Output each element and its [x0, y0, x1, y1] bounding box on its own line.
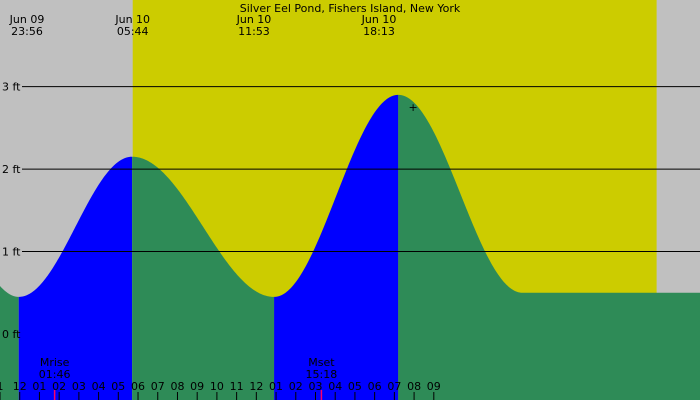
y-tick-label: 1 ft [2, 246, 21, 259]
x-tick-label: 09 [427, 380, 441, 393]
x-tick-label: 11 [230, 380, 244, 393]
y-tick-label: 0 ft [2, 328, 21, 341]
tide-area-rising [18, 156, 133, 400]
moon-event-label: Mrise [40, 356, 70, 369]
x-tick-label: 08 [170, 380, 184, 393]
x-tick-label: 08 [407, 380, 421, 393]
top-label-time: 05:44 [117, 25, 149, 38]
x-tick-label: 06 [131, 380, 145, 393]
x-tick-label: 06 [368, 380, 382, 393]
top-label-date: Jun 09 [9, 13, 45, 26]
moon-event-label: Mset [308, 356, 335, 369]
x-tick-label: 04 [328, 380, 342, 393]
x-tick-label: 07 [387, 380, 401, 393]
x-axis-ticks: 1 12 01 02 03 04 05 06 07 08 09 10 11 12 01 02 03 04 05 06 0… [0, 380, 441, 400]
grid-lines [22, 86, 700, 253]
top-label-date: Jun 10 [114, 13, 150, 26]
x-tick-label: 01 [32, 380, 46, 393]
chart-title: Silver Eel Pond, Fishers Island, New Yor… [240, 2, 461, 15]
x-tick-label: 05 [111, 380, 125, 393]
top-label-time: 18:13 [363, 25, 395, 38]
top-label-time: 11:53 [238, 25, 270, 38]
x-tick-label: 12 [249, 380, 263, 393]
x-tick-label: 12 [13, 380, 27, 393]
top-label-time: 23:56 [11, 25, 43, 38]
y-axis-ticks: 3 ft 2 ft 1 ft 0 ft [2, 81, 21, 341]
tide-fills [0, 94, 700, 400]
x-tick-label: 03 [308, 380, 322, 393]
current-tide-marker: + [408, 101, 417, 114]
x-tick-label: 01 [269, 380, 283, 393]
top-label-date: Jun 10 [236, 13, 272, 26]
top-label-date: Jun 10 [361, 13, 397, 26]
tide-area-falling [398, 94, 700, 400]
moon-event-time: 15:18 [306, 368, 338, 381]
y-tick-label: 3 ft [2, 81, 21, 94]
tide-area-falling [132, 156, 275, 400]
moon-event-time: 01:46 [39, 368, 71, 381]
x-tick-label: 02 [52, 380, 66, 393]
x-tick-label: 1 [0, 380, 4, 393]
x-tick-label: 10 [210, 380, 224, 393]
x-tick-label: 07 [151, 380, 165, 393]
tide-area-falling [0, 286, 19, 400]
tide-area-rising [274, 94, 399, 400]
x-tick-label: 02 [289, 380, 303, 393]
y-tick-label: 2 ft [2, 163, 21, 176]
x-tick-label: 09 [190, 380, 204, 393]
x-tick-label: 05 [348, 380, 362, 393]
x-tick-label: 03 [72, 380, 86, 393]
x-tick-label: 04 [92, 380, 106, 393]
